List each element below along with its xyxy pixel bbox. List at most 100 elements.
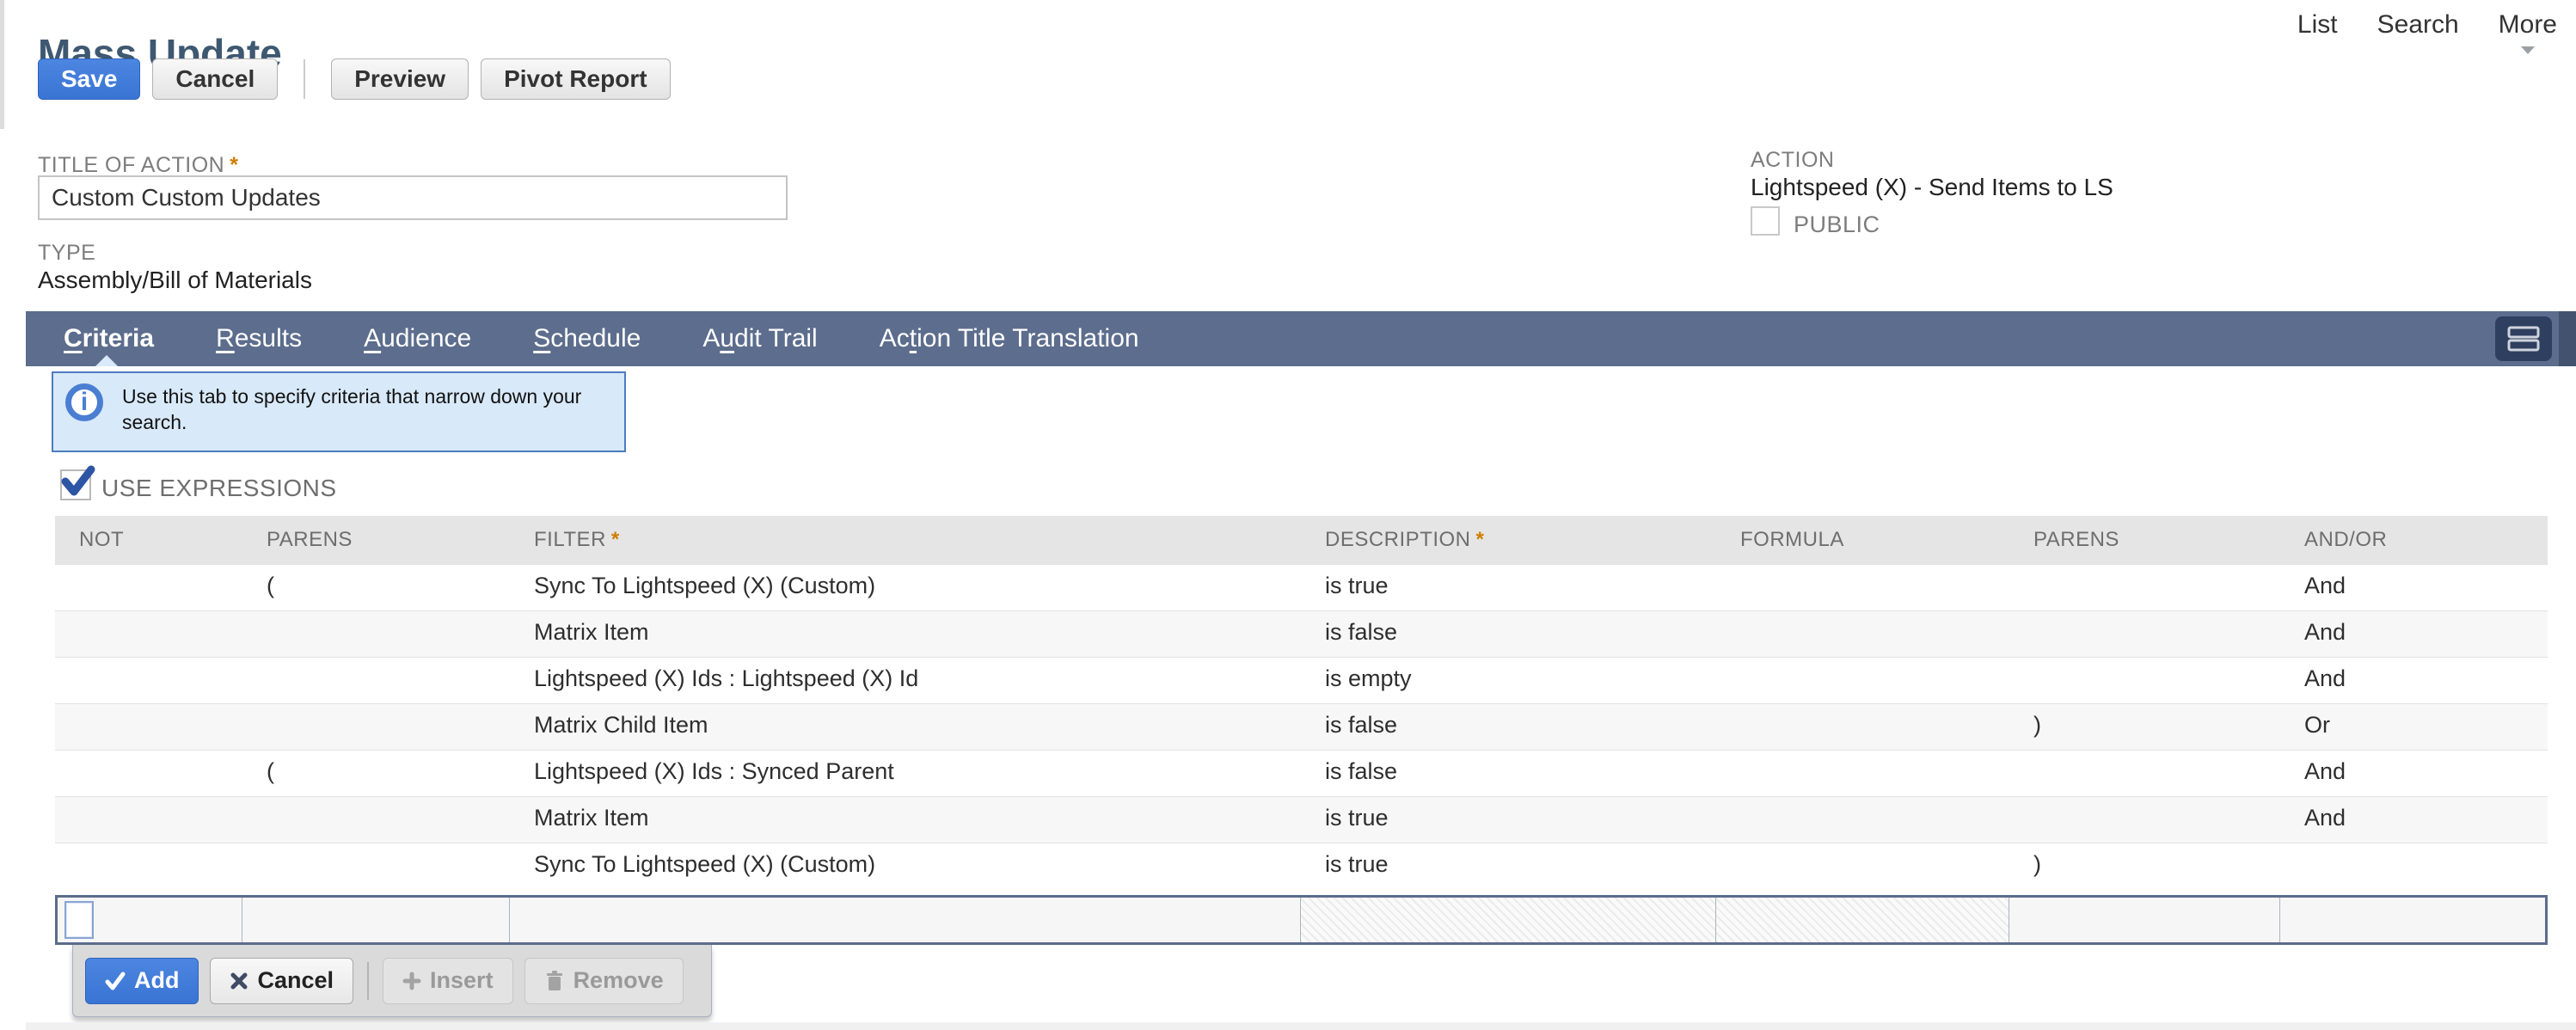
action-value: Lightspeed (X) - Send Items to LS [1751,174,2113,200]
cell-parens [242,843,510,890]
tab-audit-trail[interactable]: Audit Trail [702,324,818,353]
criteria-row-5[interactable]: (Lightspeed (X) Ids : Synced Parent is fa… [55,750,2548,797]
edit-cell-filter[interactable] [510,898,1301,942]
toolbar: Save Cancel Preview Pivot Report [38,58,671,100]
info-banner [52,371,626,452]
criteria-row-3[interactable]: Lightspeed (X) Ids : Lightspeed (X) Id is… [55,657,2548,704]
cell-not [55,565,242,611]
preview-button[interactable]: Preview [331,58,469,100]
cell-filter: Matrix Child Item [534,712,708,738]
cell-parens2: ) [2033,851,2041,877]
cell-formula [1716,843,2009,890]
cell-filter: Matrix Item [534,619,649,645]
checkmark-icon [61,465,95,496]
cell-formula [1716,797,2009,843]
cell-not [55,704,242,751]
cell-parens2 [2009,658,2280,704]
chevron-down-icon [2520,46,2535,54]
cell-andor: And [2304,758,2346,784]
info-icon: i [65,383,103,421]
cell-parens [242,704,510,751]
add-button[interactable]: Add [85,957,199,1004]
tab-action-title-translation[interactable]: Action Title Translation [879,324,1139,353]
nav-link-search[interactable]: Search [2377,10,2459,39]
column-header-not: NOT [55,516,242,565]
next-section-edge [26,1022,2576,1030]
tab-schedule[interactable]: Schedule [533,324,641,353]
cell-andor: Or [2304,712,2330,738]
cell-formula [1716,751,2009,797]
edit-cell-parens[interactable] [242,898,510,942]
cell-parens [242,611,510,658]
remove-button[interactable]: Remove [524,957,684,1004]
use-expressions-label: USE EXPRESSIONS [101,475,337,501]
cell-filter: Lightspeed (X) Ids : Lightspeed (X) Id [534,665,919,691]
info-banner-text: Use this tab to specify criteria that na… [122,385,582,433]
row-cancel-button[interactable]: Cancel [210,957,354,1004]
criteria-row-1[interactable]: (Sync To Lightspeed (X) (Custom) is true A… [55,564,2548,611]
cell-andor: And [2304,805,2346,831]
column-header-formula: FORMULA [1716,516,2009,565]
nav-link-more-label: More [2498,10,2557,39]
column-header-description: DESCRIPTION * [1301,516,1716,565]
cell-filter: Lightspeed (X) Ids : Synced Parent [534,758,894,784]
cell-parens: ( [267,758,274,784]
stacked-rows-icon [2507,326,2540,352]
tab-bar: Criteria Results Audience Schedule Audit Tra… [26,311,2576,366]
add-button-label: Add [134,967,180,993]
plus-icon [402,972,421,990]
tab-results[interactable]: Results [216,324,303,353]
cell-parens2 [2009,751,2280,797]
tab-bar-tabs: Criteria Results Audience Schedule Audit Tra… [26,324,1139,353]
remove-button-label: Remove [573,967,664,993]
pivot-report-button[interactable]: Pivot Report [481,58,671,100]
edit-cell-andor[interactable] [2280,898,2545,942]
x-icon [230,972,248,989]
column-header-parens-2: PARENS [2009,516,2280,565]
title-of-action-input[interactable] [38,175,788,220]
cell-filter: Matrix Item [534,805,649,831]
criteria-row-6[interactable]: Matrix Item is true And [55,796,2548,843]
cell-description: is true [1325,805,1389,831]
tab-bar-right-strip [2559,311,2576,366]
edit-cell-parens2[interactable] [2009,898,2280,942]
required-asterisk: * [1475,528,1485,551]
collapsed-panel-edge [0,0,4,129]
toggle-view-button[interactable] [2495,316,2552,361]
trash-icon [546,970,562,990]
column-header-and-or: AND/OR [2280,516,2548,565]
cell-description: is true [1325,573,1389,598]
edit-not-checkbox[interactable] [64,901,94,939]
type-label: TYPE [38,241,96,265]
toolbar-separator [304,59,306,99]
tab-criteria[interactable]: Criteria [64,324,155,353]
cell-andor: And [2304,665,2346,691]
nav-link-list[interactable]: List [2297,10,2338,39]
row-cancel-button-label: Cancel [257,967,334,993]
editor-buttons-separator [367,961,370,1000]
save-button[interactable]: Save [38,58,141,100]
cell-parens2: ) [2033,712,2041,738]
nav-link-more[interactable]: More [2498,10,2557,54]
criteria-row-7[interactable]: Sync To Lightspeed (X) (Custom) is true) [55,843,2548,890]
public-checkbox[interactable] [1751,206,1780,236]
criteria-row-2[interactable]: Matrix Item is false And [55,610,2548,658]
cell-filter: Sync To Lightspeed (X) (Custom) [534,851,876,877]
edit-cell-description [1301,898,1716,942]
criteria-row-4[interactable]: Matrix Child Item is false) Or [55,703,2548,751]
criteria-edit-row[interactable] [55,895,2548,945]
check-icon [105,972,126,990]
cell-not [55,751,242,797]
cell-not [55,658,242,704]
criteria-table: NOT PARENS FILTER * DESCRIPTION * FORMULA PAREN… [55,516,2548,890]
top-nav: List Search More [2297,10,2557,54]
cell-andor: And [2304,619,2346,645]
cell-parens [242,658,510,704]
insert-button[interactable]: Insert [383,957,513,1004]
cell-filter: Sync To Lightspeed (X) (Custom) [534,573,876,598]
cancel-button[interactable]: Cancel [152,58,279,100]
criteria-table-body: ( Sync To Lightspeed (X) (Custom) is true A… [55,564,2548,890]
cell-parens: ( [267,573,274,598]
cell-formula [1716,704,2009,751]
tab-audience[interactable]: Audience [364,324,472,353]
